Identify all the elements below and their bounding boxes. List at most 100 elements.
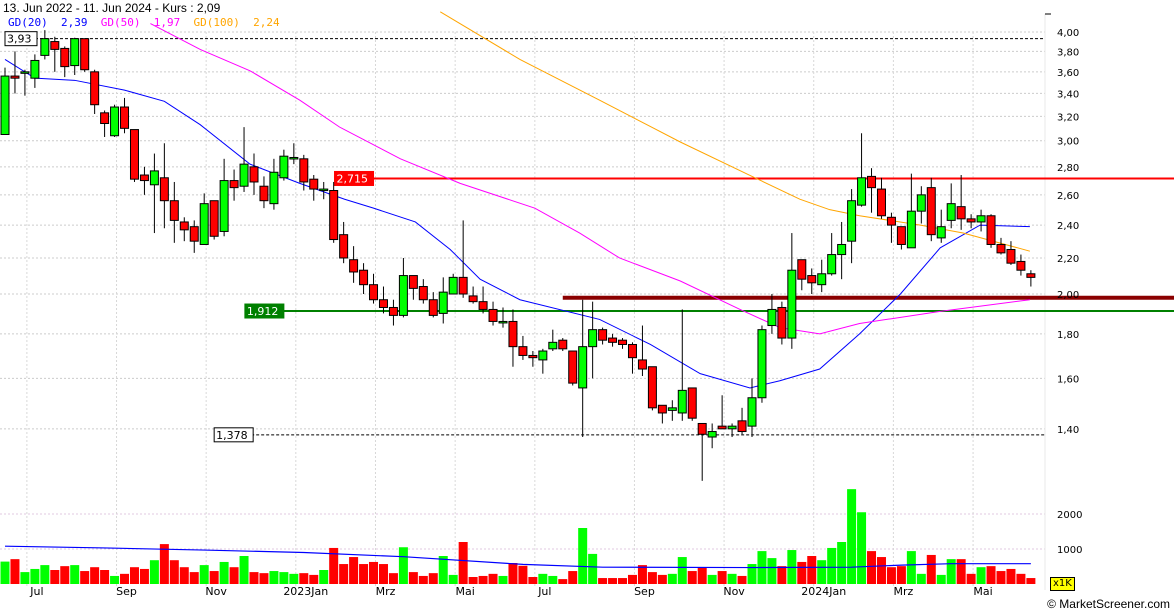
- candle-down: [687, 387, 697, 419]
- volume-bar: [807, 556, 817, 584]
- volume-bar: [70, 565, 80, 584]
- volume-bar: [458, 542, 468, 584]
- candle-down: [797, 259, 807, 280]
- candle-down: [388, 306, 398, 316]
- candle-down: [807, 275, 817, 284]
- candle-down: [159, 177, 169, 202]
- volume-bar: [528, 577, 538, 584]
- candle-up: [199, 203, 209, 245]
- candle-down: [1006, 248, 1016, 264]
- candle-down: [657, 404, 667, 414]
- candle-down: [637, 359, 647, 370]
- candle-down: [10, 75, 20, 79]
- candle-down: [299, 158, 309, 183]
- level-label: 1,912: [247, 305, 279, 318]
- volume-bar: [169, 560, 179, 584]
- candle-down: [697, 422, 707, 435]
- candle-up: [20, 71, 30, 74]
- volume-bar: [159, 544, 169, 584]
- candle-down: [926, 187, 936, 236]
- volume-bar: [767, 558, 777, 584]
- volume-bar: [1006, 568, 1016, 584]
- candle-down: [986, 215, 996, 245]
- volume-bar: [478, 575, 488, 584]
- x-tick-label: Mrz: [894, 585, 914, 598]
- volume-bar: [727, 573, 737, 584]
- candle-up: [667, 407, 677, 411]
- candle-down: [966, 218, 976, 223]
- volume-bar: [60, 566, 70, 584]
- volume-bar: [90, 567, 100, 584]
- level-label: 1,378: [216, 429, 248, 442]
- candle-up: [707, 431, 717, 438]
- volume-bar: [916, 573, 926, 584]
- volume-bar: [687, 571, 697, 584]
- candle-down: [378, 299, 388, 308]
- volume-bar: [707, 574, 717, 584]
- volume-bar: [986, 566, 996, 584]
- y-tick-label: 1,40: [1057, 425, 1079, 436]
- volume-bar: [388, 573, 398, 584]
- volume-bar: [239, 556, 249, 584]
- volume-bar: [189, 572, 199, 584]
- legend-gd50-value: 1,97: [153, 16, 181, 29]
- volume-bar: [309, 574, 319, 584]
- volume-bar: [299, 573, 309, 584]
- candle-down: [618, 339, 628, 345]
- volume-bar: [438, 556, 448, 584]
- volume-bar: [847, 489, 857, 584]
- candle-down: [120, 106, 130, 129]
- level-label-box: [4, 31, 38, 47]
- y-tick-label: 2,00: [1057, 290, 1079, 301]
- candle-up: [219, 180, 229, 232]
- candle-up: [578, 346, 588, 389]
- y-tick-label: 1,60: [1057, 374, 1079, 385]
- volume-bar: [369, 561, 379, 584]
- volume-bar: [199, 565, 209, 584]
- x-tick-label: Nov: [205, 585, 227, 598]
- candle-up: [110, 106, 120, 137]
- candle-up: [498, 320, 508, 324]
- volume-bar: [837, 542, 847, 584]
- candle-down: [359, 269, 369, 286]
- volume-bar: [209, 571, 219, 584]
- volume-tick-label: 2000: [1057, 510, 1082, 521]
- candle-down: [60, 47, 70, 68]
- volume-bar: [608, 578, 618, 584]
- volume-bar: [797, 561, 807, 584]
- volume-bar: [827, 547, 837, 584]
- volume-bar: [279, 572, 289, 584]
- candle-down: [50, 41, 60, 50]
- candle-down: [339, 234, 349, 259]
- volume-bar: [538, 573, 548, 584]
- candles: [0, 30, 1036, 481]
- volume-bar: [518, 565, 528, 584]
- volume-bar: [747, 564, 757, 584]
- candle-up: [239, 163, 249, 187]
- volume-bar: [876, 557, 886, 584]
- volume-bar: [548, 575, 558, 584]
- volume-bars: [0, 489, 1036, 584]
- x-tick-label: Mai: [973, 585, 992, 598]
- volume-bar: [618, 578, 628, 584]
- volume-tick-label: 1000: [1057, 545, 1082, 556]
- candle-down: [408, 275, 418, 289]
- level-label: 2,715: [337, 172, 369, 185]
- candle-down: [309, 178, 319, 190]
- candle-up: [936, 226, 946, 239]
- volume-bar: [976, 567, 986, 584]
- volume-bar: [817, 560, 827, 584]
- level-label: 3,93: [7, 33, 32, 46]
- y-tick-label: 3,20: [1057, 112, 1079, 123]
- volume-bar: [777, 566, 787, 584]
- level-label-box: [213, 427, 254, 443]
- credit-watermark: © MarketScreener.com: [1047, 597, 1170, 611]
- candle-down: [189, 226, 199, 242]
- candle-up: [727, 425, 737, 430]
- volume-bar: [448, 574, 458, 584]
- volume-bar: [408, 572, 418, 584]
- candle-down: [488, 308, 498, 322]
- candle-down: [558, 339, 568, 350]
- x-tick-label: Nov: [723, 585, 745, 598]
